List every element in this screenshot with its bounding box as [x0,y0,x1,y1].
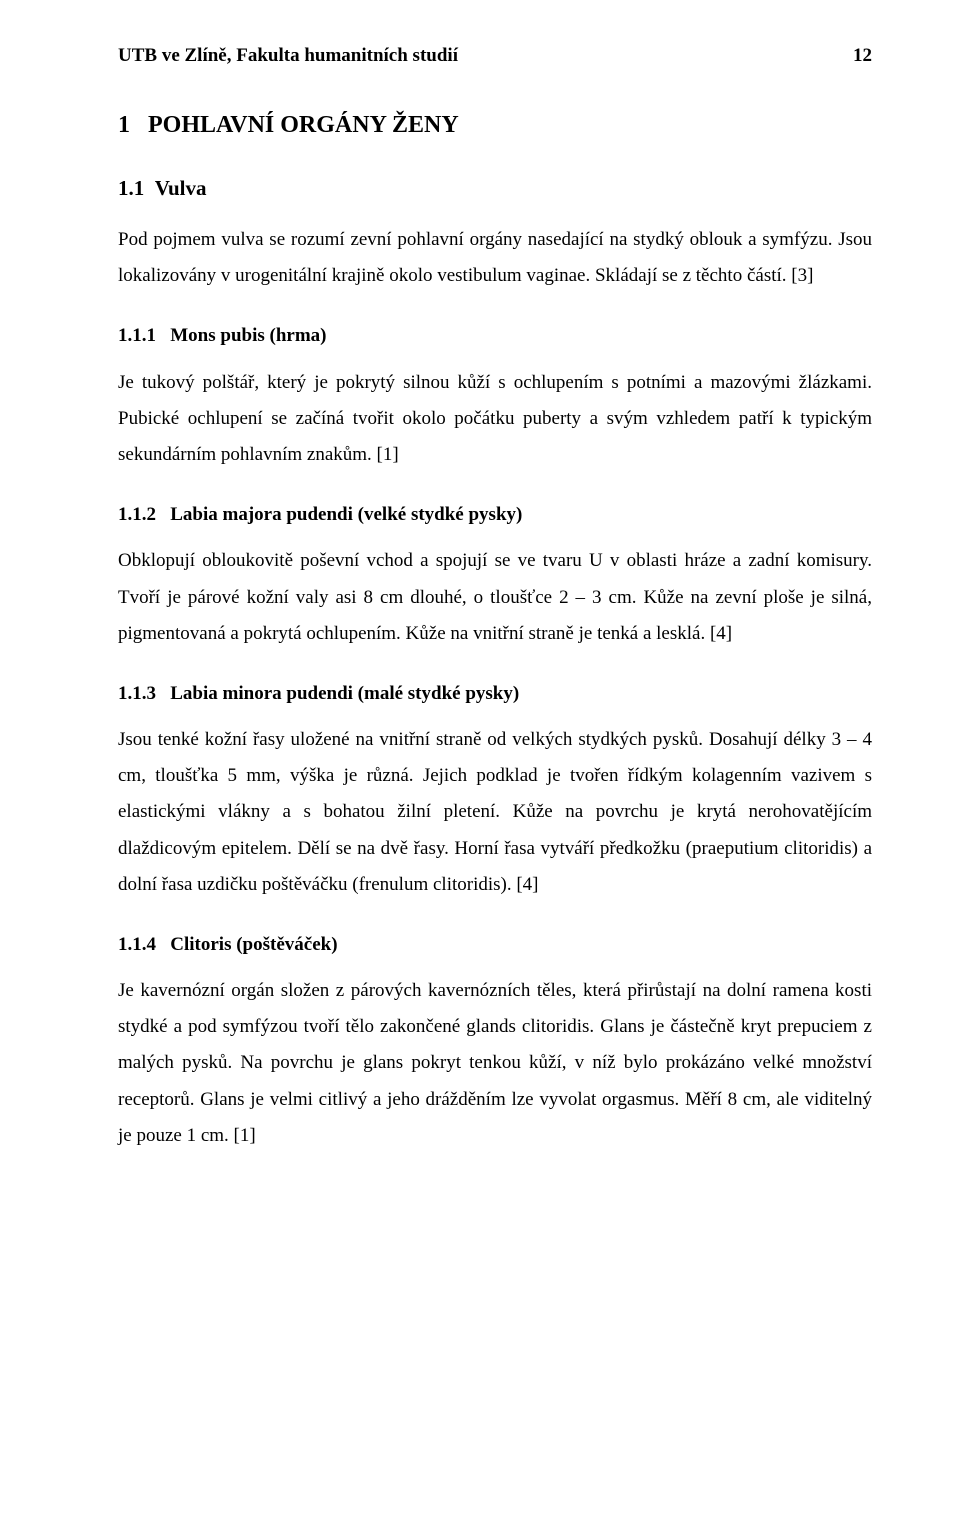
h3-title: Clitoris (poštěváček) [170,934,337,955]
header-institution: UTB ve Zlíně, Fakulta humanitních studií [118,42,458,71]
paragraph-labia-minora: Jsou tenké kožní řasy uložené na vnitřní… [118,722,872,902]
h3-number: 1.1.1 [118,325,156,346]
h3-title: Labia minora pudendi (malé stydké pysky) [170,683,519,704]
h3-title: Mons pubis (hrma) [170,325,326,346]
heading-level-3-labia-majora: 1.1.2 Labia majora pudendi (velké stydké… [118,501,872,530]
paragraph-clitoris: Je kavernózní orgán složen z párových ka… [118,973,872,1153]
h3-number: 1.1.2 [118,504,156,525]
paragraph-labia-majora: Obklopují obloukovitě poševní vchod a sp… [118,543,872,651]
heading-level-3-clitoris: 1.1.4 Clitoris (poštěváček) [118,931,872,960]
heading-level-2: 1.1 Vulva [118,173,872,205]
h2-title: Vulva [155,176,207,200]
paragraph-mons-pubis: Je tukový polštář, který je pokrytý siln… [118,365,872,473]
header-page-number: 12 [853,42,872,71]
h1-title: POHLAVNÍ ORGÁNY ŽENY [148,112,459,138]
h1-number: 1 [118,112,130,138]
paragraph-vulva-intro: Pod pojmem vulva se rozumí zevní pohlavn… [118,222,872,294]
heading-level-3-labia-minora: 1.1.3 Labia minora pudendi (malé stydké … [118,680,872,709]
h2-number: 1.1 [118,176,144,200]
heading-level-1: 1 POHLAVNÍ ORGÁNY ŽENY [118,107,872,143]
h3-title: Labia majora pudendi (velké stydké pysky… [170,504,522,525]
heading-level-3-mons-pubis: 1.1.1 Mons pubis (hrma) [118,322,872,351]
page-header: UTB ve Zlíně, Fakulta humanitních studií… [118,42,872,71]
h3-number: 1.1.3 [118,683,156,704]
h3-number: 1.1.4 [118,934,156,955]
